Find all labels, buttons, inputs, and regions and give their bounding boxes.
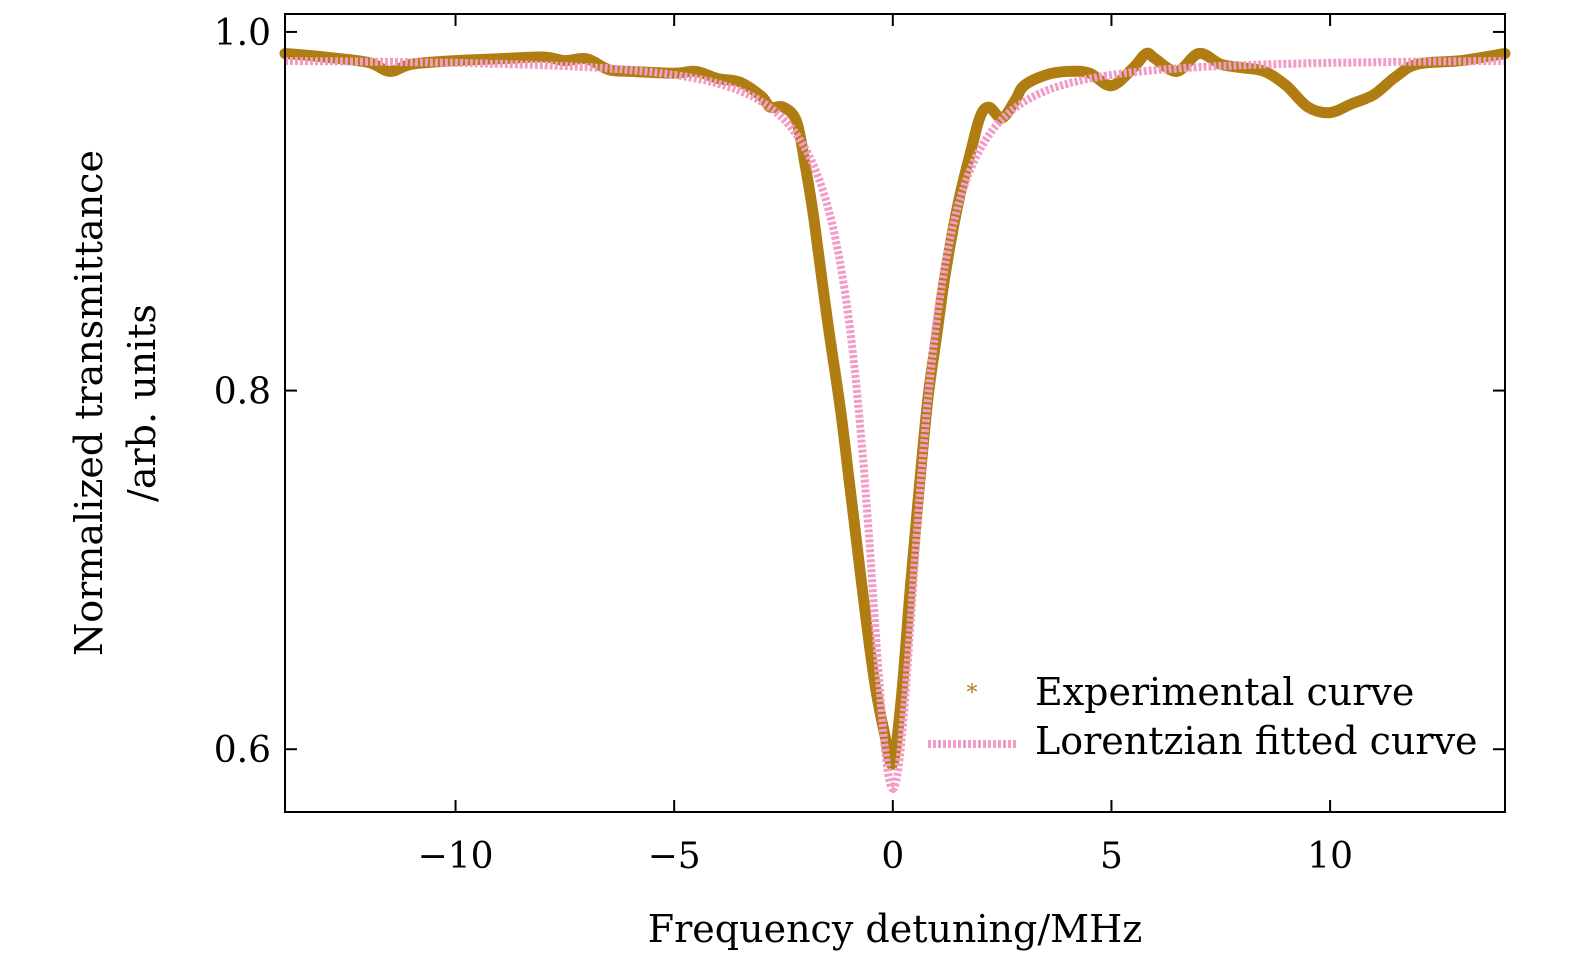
x-tick-label: −5 [648, 836, 701, 877]
y-tick-label: 0.6 [214, 730, 271, 771]
y-tick-label: 0.8 [214, 372, 271, 413]
legend-marker-experimental: * [967, 681, 978, 706]
x-tick-label: 5 [1100, 836, 1123, 877]
plot-frame [284, 13, 1506, 813]
series-layer [279, 47, 1511, 794]
x-tick-label: −10 [418, 836, 494, 877]
y-tick-label: 1.0 [214, 13, 271, 54]
x-tick-label: 10 [1307, 836, 1353, 877]
series-experimental-line [279, 47, 1511, 770]
legend-label-experimental: Experimental curve [1035, 670, 1414, 714]
legend: * Experimental curve Lorentzian fitted c… [928, 670, 1478, 763]
x-tick-label: 0 [881, 836, 904, 877]
series-lorentzian-line [285, 56, 1505, 794]
y-axis-title-line2: /arb. units [120, 304, 164, 502]
y-axis-title-line1: Normalized transmittance [67, 150, 111, 656]
legend-label-lorentzian: Lorentzian fitted curve [1035, 719, 1478, 763]
ticks-layer: −10 −5 0 5 10 0.6 0.8 1.0 [214, 13, 1505, 877]
x-axis-title: Frequency detuning/MHz [648, 907, 1142, 951]
